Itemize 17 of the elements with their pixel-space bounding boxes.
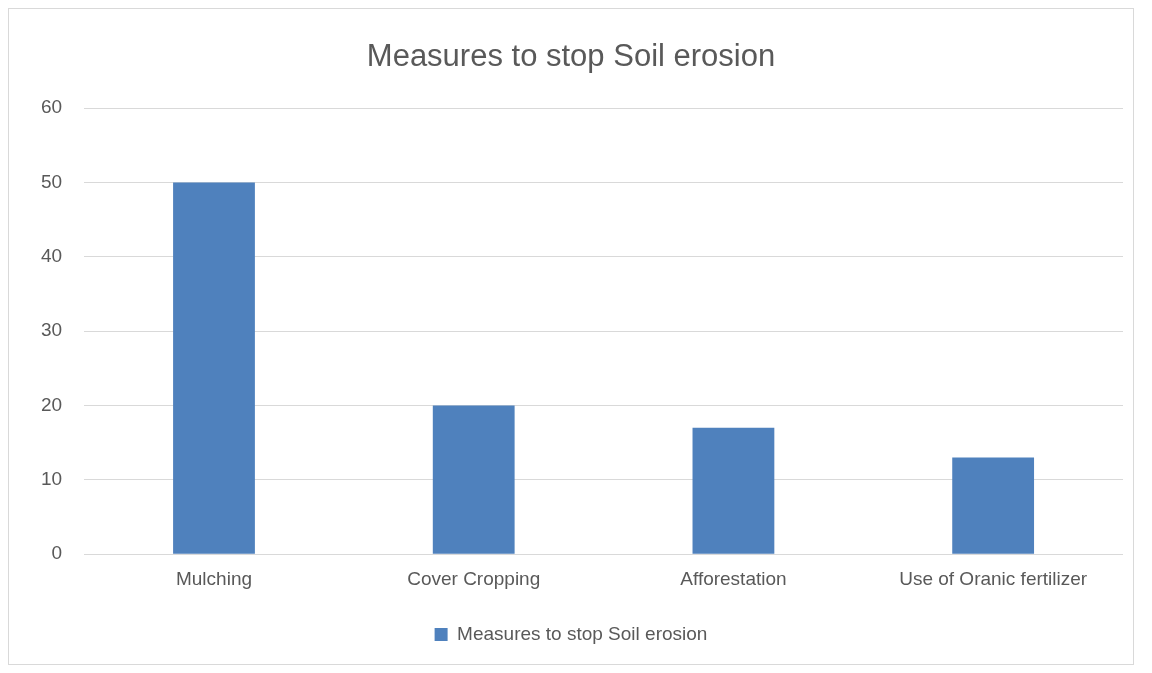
y-tick-label: 20: [40, 393, 63, 415]
legend-label: Measures to stop Soil erosion: [457, 622, 708, 644]
y-tick-label: 40: [40, 245, 63, 267]
bar: [952, 457, 1035, 554]
x-tick-label: Use of Oranic fertilizer: [899, 567, 1088, 589]
bar: [432, 405, 515, 554]
y-tick-label: 30: [40, 319, 63, 341]
x-tick-label: Mulching: [175, 567, 253, 589]
x-tick-label: Cover Cropping: [407, 567, 541, 589]
bar: [173, 182, 255, 554]
y-tick-label: 60: [40, 96, 63, 118]
y-tick-label: 50: [40, 170, 63, 192]
x-tick-label: Afforestation: [680, 567, 787, 589]
chart-title: Measures to stop Soil erosion: [366, 38, 776, 74]
bar: [692, 427, 775, 554]
y-tick-label: 10: [40, 468, 63, 490]
y-tick-label: 0: [51, 542, 63, 564]
